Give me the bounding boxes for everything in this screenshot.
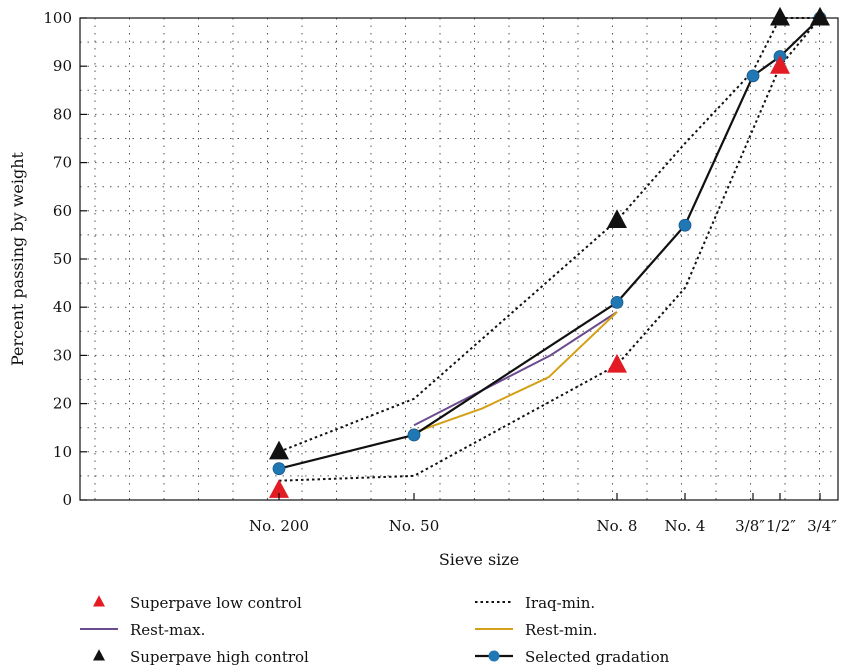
y-tick-label: 60	[53, 202, 72, 220]
legend-rest-max-label: Rest-max.	[130, 621, 205, 639]
y-tick-label: 100	[43, 9, 72, 27]
series-selected-gradation-point	[746, 69, 760, 83]
y-tick-label: 10	[53, 443, 72, 461]
legend-superpave-low-control-swatch	[93, 595, 105, 607]
series-iraq-upper-line	[278, 17, 820, 453]
y-tick-label: 40	[53, 298, 72, 316]
y-axis: 0 10 20 30 40 50 60 70 80 90 100	[43, 9, 87, 509]
series-selected-gradation-point	[272, 462, 286, 476]
series-rest-max-line	[413, 311, 618, 427]
x-axis: No. 200 No. 50 No. 8 No. 4 3/8″ 1/2″ 3/4″	[249, 493, 837, 535]
series-selected-gradation-point	[610, 295, 624, 309]
y-tick-label: 20	[53, 395, 72, 413]
legend: Superpave low control Iraq-min. Rest-max. R…	[80, 594, 670, 666]
legend-selected-gradation-label: Selected gradation	[525, 648, 670, 666]
y-tick-label: 30	[53, 346, 72, 364]
x-tick-label: 3/4″	[807, 517, 837, 535]
x-tick-label: No. 4	[665, 517, 706, 535]
series-superpave-low-control-marker	[607, 353, 627, 373]
series-superpave-high-control-marker	[770, 6, 790, 26]
x-tick-label: No. 8	[597, 517, 638, 535]
series-layer	[269, 6, 830, 498]
series-superpave-high-control-marker	[810, 6, 830, 26]
x-tick-label: No. 50	[389, 517, 440, 535]
y-tick-label: 70	[53, 154, 72, 172]
legend-iraq-min-label: Iraq-min.	[525, 594, 595, 612]
legend-superpave-high-control-label: Superpave high control	[130, 648, 309, 666]
x-tick-label: 1/2″	[766, 517, 796, 535]
series-rest-min-line	[413, 311, 618, 434]
x-tick-label: No. 200	[249, 517, 309, 535]
legend-selected-gradation-swatch-point	[488, 650, 500, 662]
legend-superpave-high-control-swatch	[93, 649, 105, 661]
series-superpave-high-control-marker	[607, 209, 627, 228]
x-axis-label: Sieve size	[439, 550, 519, 569]
series-selected-gradation-point	[678, 218, 692, 232]
y-tick-label: 90	[53, 57, 72, 75]
series-superpave-low-control-marker	[269, 479, 289, 498]
y-tick-label: 50	[53, 250, 72, 268]
series-selected-gradation-line	[278, 17, 821, 470]
y-axis-label: Percent passing by weight	[8, 151, 27, 366]
grid	[80, 17, 838, 501]
legend-rest-min-label: Rest-min.	[525, 621, 597, 639]
y-tick-label: 0	[62, 491, 72, 509]
x-tick-label: 3/8″	[735, 517, 765, 535]
series-superpave-low-control-marker	[770, 55, 790, 74]
legend-superpave-low-control-label: Superpave low control	[130, 594, 302, 612]
y-tick-label: 80	[53, 105, 72, 123]
series-iraq-min-line	[278, 17, 821, 482]
series-superpave-high-control-marker	[269, 440, 289, 460]
series-selected-gradation-point	[407, 428, 421, 442]
